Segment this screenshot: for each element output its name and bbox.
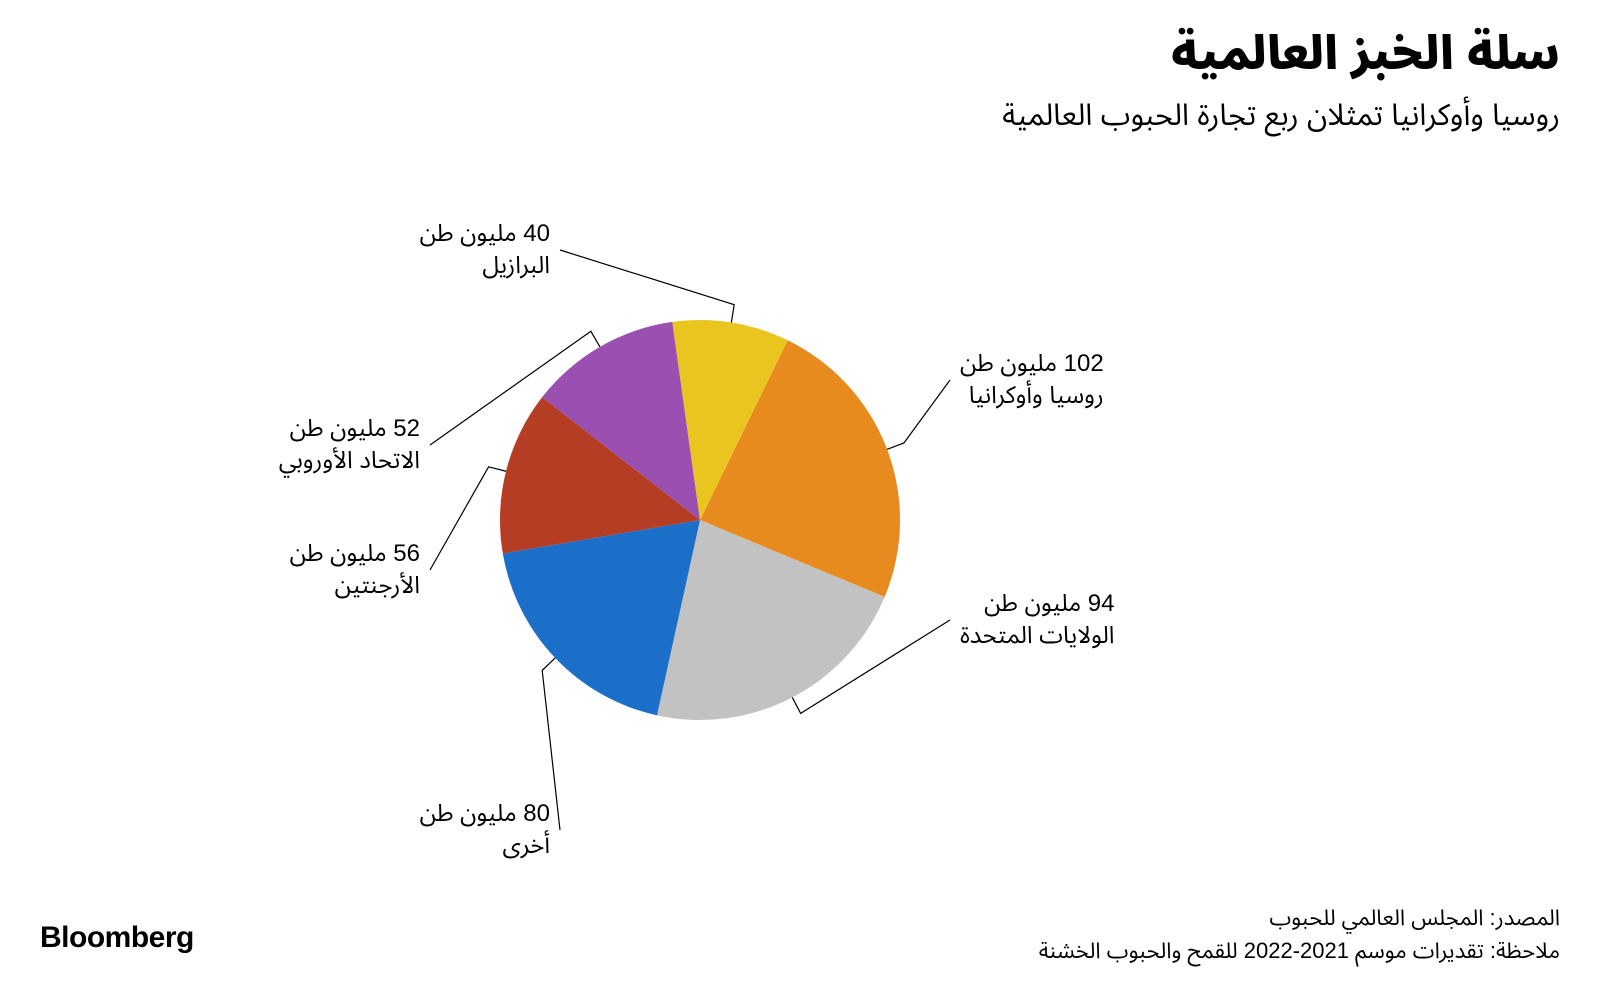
pie-chart <box>0 0 1600 997</box>
slice-label: 52 مليون طنالاتحاد الأوروبي <box>279 413 420 478</box>
slice-label-value: 56 مليون طن <box>290 538 420 570</box>
chart-footer-notes: المصدر: المجلس العالمي للحبوب ملاحظة: تق… <box>1039 901 1560 967</box>
slice-label: 40 مليون طنالبرازيل <box>420 218 550 283</box>
leader-line <box>887 380 950 449</box>
leader-line <box>560 250 734 322</box>
slice-label: 56 مليون طنالأرجنتين <box>290 538 420 603</box>
source-line: المصدر: المجلس العالمي للحبوب <box>1039 901 1560 934</box>
slice-label-name: البرازيل <box>420 250 550 282</box>
slice-label: 102 مليون طنروسيا وأوكرانيا <box>960 348 1104 413</box>
slice-label-value: 80 مليون طن <box>420 798 550 830</box>
slice-label-value: 52 مليون طن <box>279 413 420 445</box>
slice-label-name: الولايات المتحدة <box>960 620 1114 652</box>
slice-label-value: 94 مليون طن <box>960 588 1114 620</box>
slice-label-name: الاتحاد الأوروبي <box>279 445 420 477</box>
brand-logo: Bloomberg <box>40 921 194 955</box>
slice-label-name: الأرجنتين <box>290 570 420 602</box>
slice-label: 80 مليون طنأخرى <box>420 798 550 863</box>
slice-label-name: أخرى <box>420 830 550 862</box>
slice-label: 94 مليون طنالولايات المتحدة <box>960 588 1114 653</box>
slice-label-value: 40 مليون طن <box>420 218 550 250</box>
note-line: ملاحظة: تقديرات موسم 2021-2022 للقمح وال… <box>1039 934 1560 967</box>
leader-line <box>430 467 506 570</box>
slice-label-value: 102 مليون طن <box>960 348 1104 380</box>
slice-label-name: روسيا وأوكرانيا <box>960 380 1104 412</box>
